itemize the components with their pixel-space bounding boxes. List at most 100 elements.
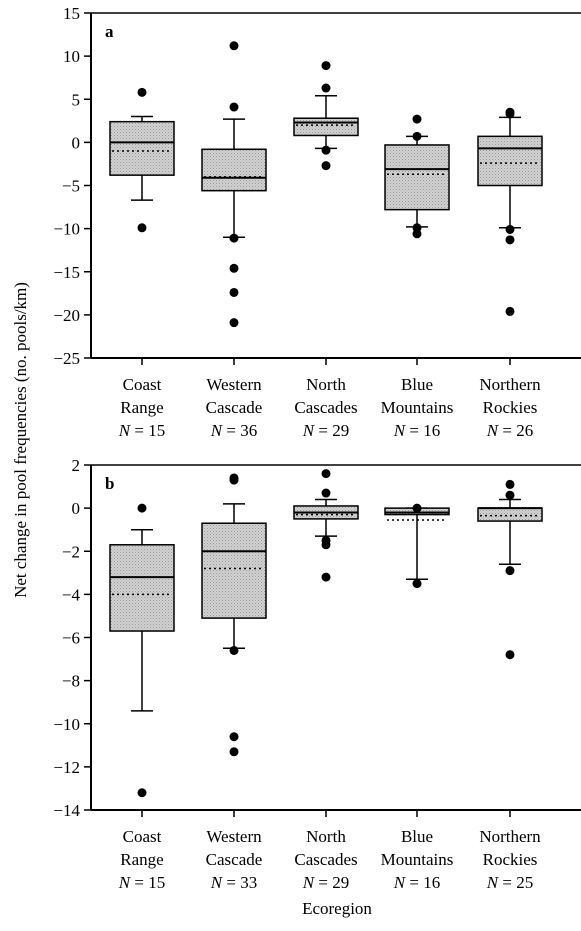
category-label-line1: Coast xyxy=(123,827,162,846)
n-label: N = 36 xyxy=(210,421,257,440)
box-2: North Cascades N = 29 xyxy=(293,469,359,892)
y-tick-label: −15 xyxy=(53,263,80,282)
outlier-point xyxy=(137,503,147,513)
outlier-point xyxy=(321,161,331,171)
y-tick-label: −5 xyxy=(62,177,80,196)
box-1: Western Cascade N = 36 xyxy=(201,41,267,440)
outlier-point xyxy=(229,102,239,112)
outlier-point xyxy=(412,503,422,513)
category-label-line2: Mountains xyxy=(381,398,454,417)
panel-b: 2 0 −2 −4 −6 −8 −10 −12 −14 b Coast Range N = 15 West… xyxy=(53,456,581,892)
n-label: N = 33 xyxy=(210,873,257,892)
box-3: Blue Mountains N = 16 xyxy=(381,503,454,892)
outlier-point xyxy=(412,223,422,233)
y-tick-label: −14 xyxy=(53,801,80,820)
y-tick-label: 0 xyxy=(72,499,81,518)
y-tick-label: 2 xyxy=(72,456,81,475)
outlier-point xyxy=(505,650,515,660)
n-label: N = 15 xyxy=(118,873,165,892)
category-label-line2: Cascades xyxy=(294,398,357,417)
outlier-point xyxy=(137,788,147,798)
category-label-line1: Western xyxy=(206,375,262,394)
box-0: Coast Range N = 15 xyxy=(109,87,175,440)
box-iqr xyxy=(109,120,175,176)
outlier-point xyxy=(321,572,331,582)
outlier-point xyxy=(321,61,331,71)
category-label-line1: Western xyxy=(206,827,262,846)
category-label-line2: Mountains xyxy=(381,850,454,869)
category-label-line1: Northern xyxy=(479,827,541,846)
outlier-point xyxy=(321,469,331,479)
n-label: N = 29 xyxy=(302,421,349,440)
outlier-point xyxy=(412,114,422,124)
outlier-point xyxy=(229,41,239,51)
category-label-line1: Northern xyxy=(479,375,541,394)
y-tick-label: 0 xyxy=(72,133,81,152)
category-label-line2: Rockies xyxy=(483,398,538,417)
box-iqr xyxy=(477,135,543,187)
box-iqr xyxy=(109,544,175,632)
box-iqr xyxy=(293,117,359,137)
y-tick-label: −12 xyxy=(53,758,80,777)
y-tick-label: 10 xyxy=(63,47,80,66)
box-1: Western Cascade N = 33 xyxy=(201,473,267,892)
outlier-point xyxy=(229,732,239,742)
y-tick-label: −20 xyxy=(53,306,80,325)
outlier-point xyxy=(229,747,239,757)
box-4: Northern Rockies N = 26 xyxy=(477,107,543,440)
category-label-line1: Blue xyxy=(401,375,433,394)
box-iqr xyxy=(384,144,450,211)
category-label-line1: Blue xyxy=(401,827,433,846)
category-label-line1: North xyxy=(306,827,346,846)
outlier-point xyxy=(412,579,422,589)
outlier-point xyxy=(321,535,331,545)
outlier-point xyxy=(137,223,147,233)
category-label-line1: Coast xyxy=(123,375,162,394)
y-tick-label: −4 xyxy=(62,585,81,604)
box-iqr xyxy=(201,522,267,619)
n-label: N = 29 xyxy=(302,873,349,892)
outlier-point xyxy=(229,263,239,273)
y-tick-label: −2 xyxy=(62,542,80,561)
outlier-point xyxy=(321,488,331,498)
outlier-point xyxy=(505,107,515,117)
panel-letter: b xyxy=(105,474,114,493)
box-0: Coast Range N = 15 xyxy=(109,503,175,892)
outlier-point xyxy=(505,490,515,500)
n-label: N = 26 xyxy=(486,421,533,440)
y-tick-label: −25 xyxy=(53,349,80,368)
outlier-point xyxy=(505,479,515,489)
outlier-point xyxy=(229,233,239,243)
y-tick-label: −10 xyxy=(53,715,80,734)
y-axis-title: Net change in pool frequencies (no. pool… xyxy=(11,282,30,598)
panel-letter: a xyxy=(105,22,114,41)
outlier-point xyxy=(505,235,515,245)
n-label: N = 25 xyxy=(486,873,533,892)
category-label-line2: Range xyxy=(120,850,163,869)
category-label-line1: North xyxy=(306,375,346,394)
outlier-point xyxy=(229,645,239,655)
box-iqr xyxy=(477,507,543,522)
y-tick-label: 5 xyxy=(72,90,81,109)
outlier-point xyxy=(505,224,515,234)
box-4: Northern Rockies N = 25 xyxy=(477,479,543,892)
y-tick-label: 15 xyxy=(63,4,80,23)
n-label: N = 16 xyxy=(393,873,440,892)
outlier-point xyxy=(229,318,239,328)
n-label: N = 16 xyxy=(393,421,440,440)
y-tick-label: −6 xyxy=(62,629,80,648)
category-label-line2: Rockies xyxy=(483,850,538,869)
n-label: N = 15 xyxy=(118,421,165,440)
y-tick-label: −8 xyxy=(62,672,80,691)
category-label-line2: Cascade xyxy=(206,850,263,869)
box-2: North Cascades N = 29 xyxy=(293,61,359,440)
category-label-line2: Cascades xyxy=(294,850,357,869)
outlier-point xyxy=(412,131,422,141)
outlier-point xyxy=(229,287,239,297)
outlier-point xyxy=(321,83,331,93)
outlier-point xyxy=(137,87,147,97)
outlier-point xyxy=(505,306,515,316)
